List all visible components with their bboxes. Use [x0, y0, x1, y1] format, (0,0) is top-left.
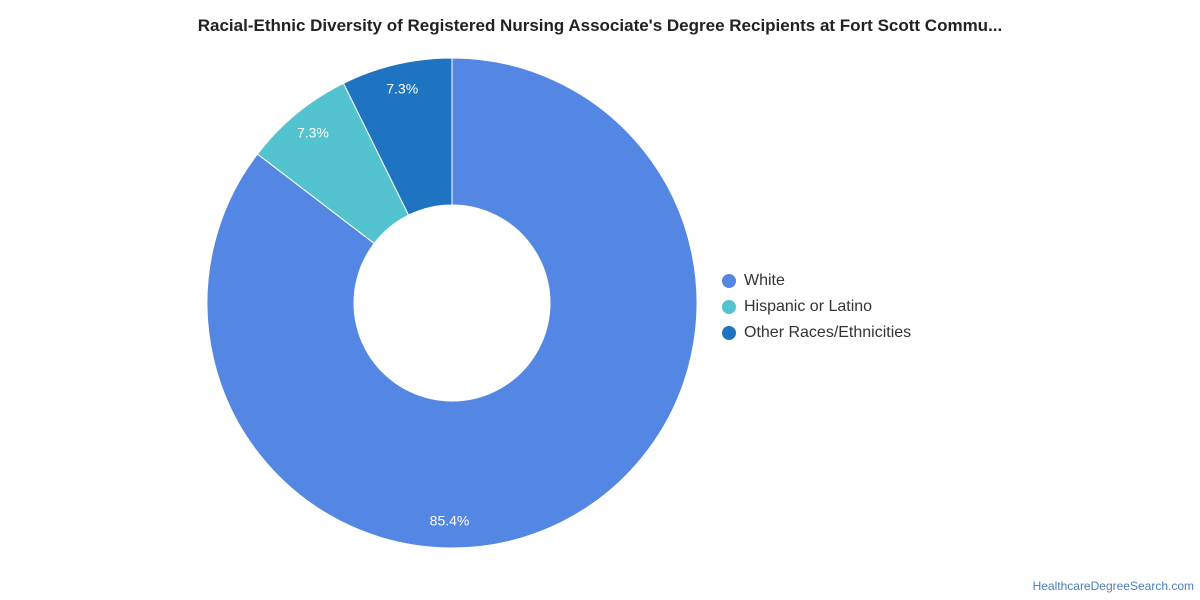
legend-swatch-white — [722, 274, 736, 288]
legend-label-other: Other Races/Ethnicities — [744, 324, 912, 341]
slice-label-white: 85.4% — [430, 513, 470, 529]
slice-label-hispanic: 7.3% — [297, 125, 329, 141]
legend: White Hispanic or Latino Other Races/Eth… — [722, 268, 911, 346]
legend-item-white[interactable]: White — [722, 268, 911, 294]
legend-label-hispanic: Hispanic or Latino — [744, 298, 873, 315]
legend-item-other[interactable]: Other Races/Ethnicities — [722, 320, 911, 346]
legend-item-hispanic[interactable]: Hispanic or Latino — [722, 294, 911, 320]
slice-labels: 85.4% 7.3% 7.3% — [297, 80, 469, 528]
source-link[interactable]: HealthcareDegreeSearch.com — [1032, 579, 1194, 593]
slice-label-other: 7.3% — [386, 80, 418, 96]
legend-label-white: White — [744, 272, 785, 289]
donut-slices — [206, 57, 698, 549]
legend-swatch-other — [722, 326, 736, 340]
legend-swatch-hispanic — [722, 300, 736, 314]
chart-title: Racial-Ethnic Diversity of Registered Nu… — [197, 16, 1003, 35]
slice-white[interactable] — [206, 57, 698, 549]
slice-other[interactable] — [342, 57, 453, 216]
